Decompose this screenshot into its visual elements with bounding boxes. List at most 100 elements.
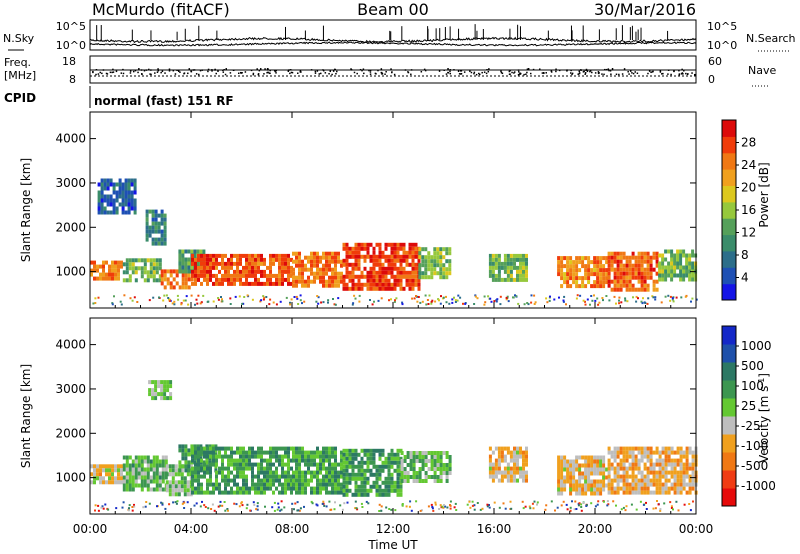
scatter-cell	[425, 303, 428, 306]
heatmap-cell	[316, 490, 319, 495]
x-axis-ticks: 00:00 04:00 08:00 12:00 16:00 20:00 00:00	[73, 112, 713, 536]
colorbar-segment	[722, 470, 736, 489]
scatter-cell	[659, 509, 662, 512]
heatmap-cell	[685, 273, 689, 278]
heatmap-cell	[221, 470, 224, 475]
heatmap-cell	[655, 470, 659, 475]
heatmap-cell	[342, 488, 346, 493]
heatmap-cell	[236, 458, 239, 463]
heatmap-cell	[245, 273, 248, 278]
heatmap-cell	[186, 492, 190, 497]
scatter-cell	[353, 294, 356, 297]
scatter-cell	[380, 297, 383, 300]
freq-mark	[629, 70, 632, 72]
scatter-cell	[640, 300, 643, 303]
heatmap-cell	[196, 261, 200, 266]
heatmap-cell	[105, 260, 108, 265]
heatmap-cell	[497, 458, 501, 463]
heatmap-cell	[96, 268, 99, 273]
heatmap-cell	[328, 275, 331, 280]
heatmap-cell	[163, 396, 167, 401]
heatmap-cell	[399, 274, 403, 279]
heatmap-cell	[218, 486, 221, 491]
heatmap-cell	[166, 281, 170, 286]
heatmap-cell	[127, 206, 131, 211]
heatmap-cell	[224, 446, 227, 451]
heatmap-cell	[245, 482, 248, 487]
heatmap-cell	[605, 467, 609, 472]
heatmap-cell	[513, 462, 516, 467]
heatmap-cell	[372, 282, 376, 287]
heatmap-cell	[348, 464, 352, 469]
heatmap-cell	[670, 277, 674, 282]
heatmap-cell	[605, 260, 609, 265]
heatmap-cell	[301, 474, 304, 479]
heatmap-cell	[634, 263, 638, 268]
heatmap-cell	[676, 486, 680, 491]
heatmap-cell	[266, 482, 269, 487]
scatter-cell	[97, 504, 100, 507]
heatmap-cell	[372, 452, 376, 457]
heatmap-cell	[436, 263, 440, 268]
heatmap-cell	[578, 284, 582, 289]
heatmap-cell	[408, 250, 412, 255]
heatmap-cell	[328, 490, 331, 495]
scatter-cell	[212, 300, 215, 303]
heatmap-cell	[233, 458, 236, 463]
heatmap-cell	[513, 446, 516, 451]
freq-mark	[488, 68, 490, 70]
heatmap-cell	[384, 464, 388, 469]
heatmap-cell	[266, 273, 269, 278]
heatmap-cell	[290, 265, 293, 270]
heatmap-cell	[128, 278, 132, 283]
heatmap-cell	[197, 446, 200, 451]
heatmap-cell	[319, 478, 322, 483]
heatmap-cell	[497, 466, 501, 471]
heatmap-cell	[605, 483, 609, 488]
heatmap-cell	[260, 446, 263, 451]
heatmap-cell	[403, 459, 407, 463]
heatmap-cell	[563, 475, 567, 480]
heatmap-cell	[688, 446, 692, 451]
heatmap-cell	[245, 478, 248, 483]
heatmap-cell	[415, 459, 419, 463]
freq-mark	[682, 73, 684, 75]
heatmap-cell	[375, 286, 379, 291]
scatter-cell	[591, 299, 594, 302]
heatmap-cell	[203, 261, 206, 266]
heatmap-cell	[581, 256, 585, 261]
scatter-cell	[596, 503, 599, 506]
freq-mark	[92, 71, 94, 74]
heatmap-cell	[396, 456, 400, 461]
colorbar-tick-label: 100	[741, 379, 764, 393]
heatmap-cell	[133, 182, 137, 187]
heatmap-cell	[203, 257, 206, 262]
heatmap-cell	[396, 278, 400, 283]
heatmap-cell	[497, 470, 501, 475]
heatmap-cell	[175, 273, 179, 278]
heatmap-cell	[284, 474, 287, 479]
heatmap-cell	[275, 478, 278, 483]
heatmap-cell	[149, 266, 153, 271]
heatmap-cell	[424, 479, 428, 483]
heatmap-cell	[183, 480, 187, 485]
scatter-cell	[498, 506, 501, 509]
scatter-cell	[597, 303, 600, 306]
scatter-cell	[200, 301, 203, 304]
freq-mark	[541, 72, 544, 74]
heatmap-cell	[177, 488, 181, 493]
heatmap-cell	[146, 270, 150, 275]
heatmap-cell	[152, 270, 156, 275]
heatmap-cell	[400, 463, 404, 467]
heatmap-cell	[421, 463, 425, 467]
heatmap-cell	[316, 271, 319, 276]
heatmap-cell	[251, 470, 254, 475]
scatter-cell	[451, 298, 454, 301]
heatmap-cell	[640, 271, 644, 276]
heatmap-cell	[224, 261, 227, 266]
heatmap-cell	[369, 448, 373, 453]
freq-mark	[519, 73, 521, 75]
heatmap-cell	[128, 475, 132, 480]
heatmap-cell	[640, 450, 644, 455]
scatter-cell	[471, 500, 474, 503]
